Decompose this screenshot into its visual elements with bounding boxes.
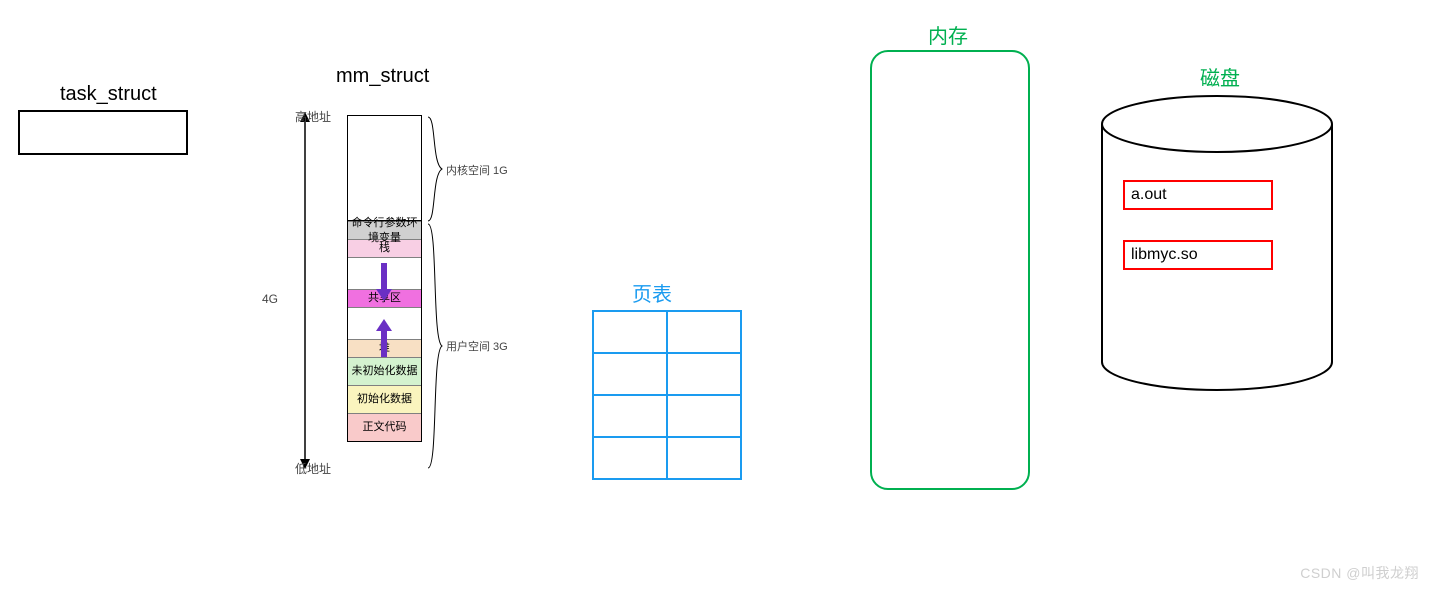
mm-left-arrow-mid-label: 4G (262, 292, 278, 306)
memory-title: 内存 (928, 20, 968, 49)
mm-segment-0 (348, 116, 421, 221)
watermark: CSDN @叫我龙翔 (1300, 563, 1419, 583)
mm-struct-column: 命令行参数环境变量栈共享区堆未初始化数据初始化数据正文代码 (347, 115, 422, 442)
mm-segment-9: 正文代码 (348, 413, 421, 441)
disk-file-libmyc: libmyc.so (1123, 240, 1273, 270)
mm-segment-5 (348, 307, 421, 339)
mm-segment-4: 共享区 (348, 289, 421, 307)
mm-segment-6: 堆 (348, 339, 421, 357)
mm-left-arrow-bottom-label: 低地址 (295, 460, 331, 477)
task-struct-box (18, 110, 188, 155)
mm-segment-3 (348, 257, 421, 289)
mm-left-arrow (290, 108, 320, 473)
page-table-grid (592, 310, 742, 480)
mm-brace-kernel (424, 115, 444, 223)
page-table-title: 页表 (632, 278, 672, 307)
mm-segment-1: 命令行参数环境变量 (348, 221, 421, 239)
mm-left-arrow-top-label: 高地址 (295, 108, 331, 125)
mm-segment-8: 初始化数据 (348, 385, 421, 413)
mm-brace-kernel-label: 内核空间 1G (446, 162, 508, 178)
disk-title: 磁盘 (1200, 62, 1240, 91)
mm-brace-user (424, 222, 444, 470)
mm-segment-7: 未初始化数据 (348, 357, 421, 385)
mm-brace-user-label: 用户空间 3G (446, 338, 508, 354)
task-struct-title: task_struct (60, 83, 157, 106)
memory-rect (870, 50, 1030, 490)
disk-file-aout: a.out (1123, 180, 1273, 210)
mm-struct-title: mm_struct (336, 65, 429, 88)
